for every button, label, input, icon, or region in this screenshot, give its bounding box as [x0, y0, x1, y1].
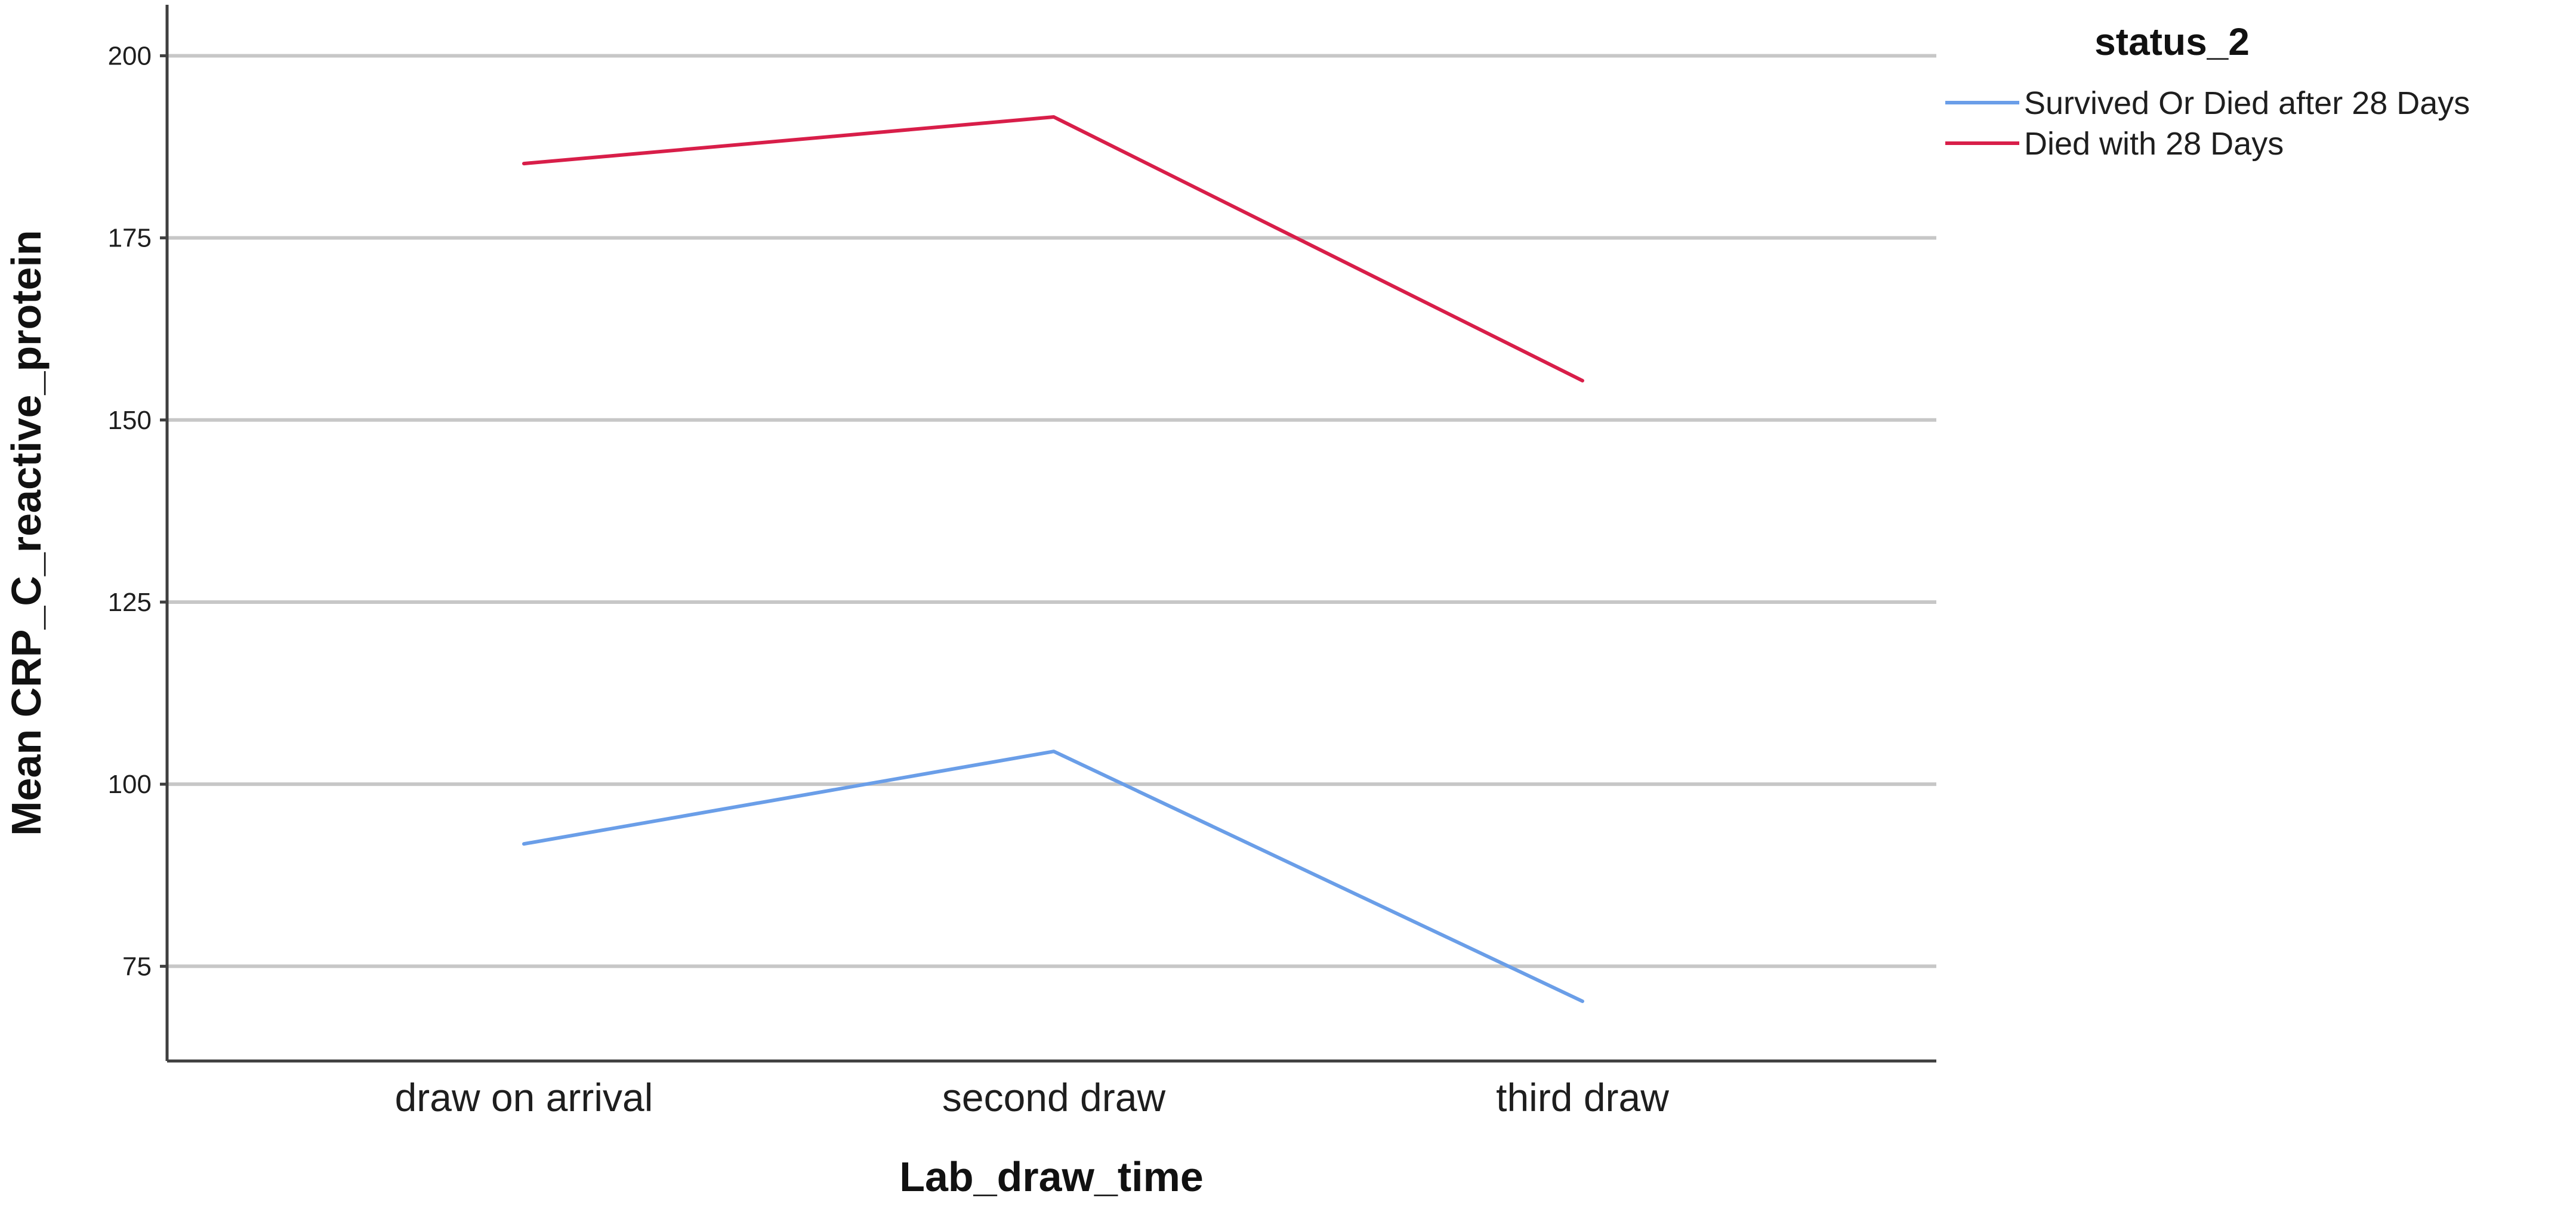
legend-label: Died with 28 Days: [2024, 126, 2284, 162]
series-lines: [522, 115, 1584, 1003]
x-tick-labels: draw on arrival second draw third draw: [395, 1075, 1670, 1119]
axes: [165, 5, 1936, 1063]
y-tick-labels: 75 100 125 150 175 200: [108, 41, 167, 981]
y-tick-label: 125: [108, 588, 152, 617]
y-tick-label: 200: [108, 41, 152, 70]
y-tick-label: 75: [122, 952, 152, 981]
legend-title: status_2: [2094, 20, 2250, 63]
y-tick-label: 175: [108, 224, 152, 253]
series-line-2: [522, 115, 1584, 383]
y-tick-label: 150: [108, 406, 152, 435]
series-line-1: [522, 749, 1584, 1003]
x-axis-title: Lab_draw_time: [899, 1153, 1204, 1200]
legend-label: Survived Or Died after 28 Days: [2024, 85, 2470, 121]
x-tick-label: second draw: [942, 1075, 1166, 1119]
x-tick-label: third draw: [1496, 1075, 1669, 1119]
x-tick-label: draw on arrival: [395, 1075, 653, 1119]
y-tick-label: 100: [108, 770, 152, 799]
legend-items: Survived Or Died after 28 Days Died with …: [1945, 85, 2470, 162]
y-axis-title: Mean CRP_C_reactive_protein: [3, 230, 50, 835]
gridlines: [167, 54, 1936, 968]
legend: status_2 Survived Or Died after 28 Days D…: [1945, 20, 2470, 162]
